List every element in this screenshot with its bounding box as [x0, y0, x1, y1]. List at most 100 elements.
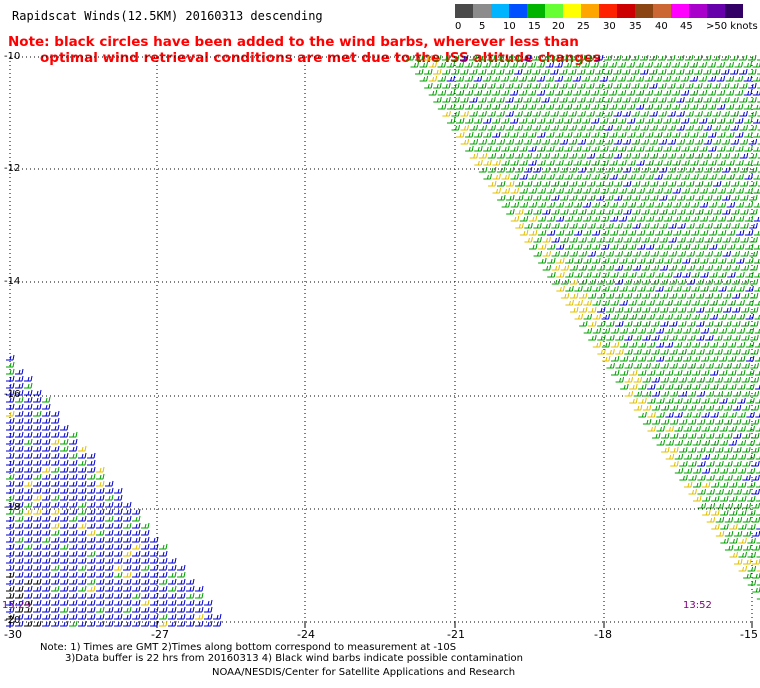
wind-barb: [663, 131, 672, 138]
wind-barb: [687, 334, 696, 341]
wind-barb: [716, 75, 726, 82]
wind-barb: [87, 536, 96, 543]
wind-barb: [732, 348, 741, 355]
wind-barb: [646, 313, 656, 320]
wind-barb: [150, 606, 159, 613]
wind-barb: [96, 529, 105, 536]
wind-barb: [519, 187, 529, 194]
wind-barb: [569, 264, 579, 271]
wind-barb: [726, 145, 735, 152]
wind-barb: [515, 222, 524, 229]
wind-barb: [712, 152, 722, 159]
wind-barb: [746, 481, 756, 488]
wind-barb: [721, 110, 730, 117]
wind-barb: [442, 68, 451, 75]
wind-barb: [709, 299, 718, 306]
wind-barb: [626, 103, 636, 110]
wind-barb: [572, 61, 582, 68]
wind-barb: [708, 215, 718, 222]
wind-barb: [527, 117, 537, 124]
wind-barb: [732, 306, 741, 313]
wind-barb: [685, 138, 695, 145]
wind-barb: [710, 453, 720, 460]
wind-barb: [690, 131, 699, 138]
wind-barb: [620, 369, 629, 376]
wind-barb: [715, 516, 725, 523]
wind-barb: [24, 466, 33, 473]
wind-barb: [690, 229, 700, 236]
wind-barb: [177, 592, 186, 599]
wind-barb: [60, 494, 69, 501]
wind-barb: [641, 236, 650, 243]
wind-barb: [688, 460, 697, 467]
wind-barb: [568, 152, 578, 159]
wind-barb: [745, 271, 754, 278]
wind-barb: [573, 131, 582, 138]
wind-barb: [24, 382, 33, 389]
wind-barb: [622, 82, 631, 89]
wind-barb: [740, 236, 749, 243]
wind-barb: [6, 592, 15, 599]
wind-barb: [555, 229, 565, 236]
wind-barb: [745, 341, 755, 348]
wind-barb: [132, 543, 141, 550]
wind-barb: [740, 264, 750, 271]
wind-barb: [749, 250, 759, 257]
wind-barb: [723, 362, 732, 369]
wind-barb: [560, 250, 570, 257]
wind-barb: [159, 550, 168, 557]
legend-label: 15: [528, 21, 541, 32]
wind-barb: [15, 613, 24, 620]
wind-barb: [755, 470, 760, 474]
wind-barb: [687, 390, 697, 397]
wind-barb: [33, 515, 42, 522]
wind-barb: [460, 68, 469, 75]
wind-barb: [33, 396, 42, 403]
wind-barb: [691, 285, 700, 292]
wind-barb: [678, 320, 687, 327]
wind-barb: [487, 82, 496, 89]
wind-barb: [716, 61, 726, 68]
wind-barb: [532, 166, 542, 173]
wind-barb: [706, 432, 715, 439]
wind-barb: [204, 606, 213, 613]
wind-barb: [123, 550, 132, 557]
wind-barb: [6, 452, 15, 459]
wind-barb: [724, 530, 734, 537]
wind-barb: [649, 82, 658, 89]
wind-barb: [568, 110, 577, 117]
wind-barb: [656, 383, 665, 390]
wind-barb: [105, 501, 114, 508]
wind-barb: [753, 244, 760, 250]
wind-barb: [596, 222, 605, 229]
wind-barb: [15, 571, 24, 578]
wind-barb: [609, 145, 618, 152]
wind-barb: [514, 110, 523, 117]
wind-barb: [572, 103, 582, 110]
wind-barb: [659, 222, 668, 229]
wind-barb: [740, 194, 749, 201]
wind-barb: [159, 613, 168, 620]
wind-barb: [597, 334, 606, 341]
wind-barb: [712, 124, 722, 131]
wind-barb: [655, 313, 665, 320]
wind-barb: [644, 103, 654, 110]
wind-barb: [33, 431, 42, 438]
wind-barb: [442, 82, 451, 89]
wind-barb: [24, 487, 33, 494]
wind-barb: [706, 446, 715, 453]
wind-barb: [683, 453, 693, 460]
wind-barb: [752, 90, 760, 96]
wind-barb: [730, 68, 739, 75]
wind-barb: [647, 383, 656, 390]
wind-barb: [741, 306, 750, 313]
wind-barb: [696, 334, 705, 341]
wind-barb: [724, 502, 734, 509]
wind-barb: [747, 509, 756, 516]
wind-barb: [496, 82, 505, 89]
wind-barb: [674, 397, 683, 404]
wind-barb: [623, 208, 632, 215]
wind-barb: [699, 131, 708, 138]
wind-barb: [673, 257, 682, 264]
